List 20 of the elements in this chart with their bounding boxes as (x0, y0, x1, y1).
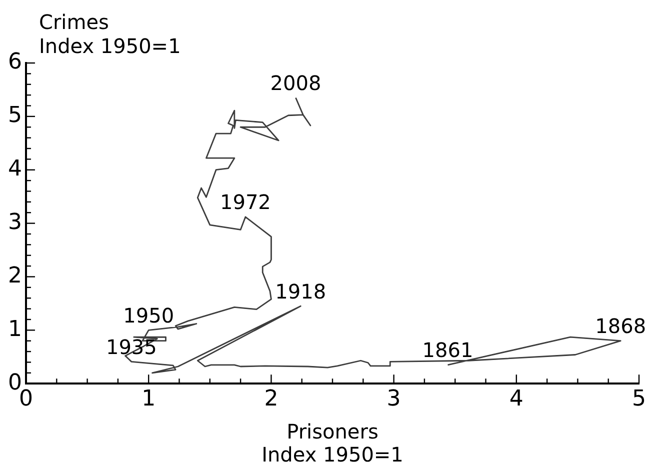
annotation: 1950 (123, 303, 174, 328)
y-tick-label: 5 (8, 103, 22, 128)
annotation: 1861 (422, 338, 474, 362)
y-tick-label: 3 (8, 210, 22, 236)
x-tick-label: 1 (142, 386, 156, 412)
y-tick-label: 4 (8, 156, 22, 182)
y-tick-label: 6 (8, 50, 22, 75)
x-tick-label: 3 (386, 386, 401, 412)
annotation: 1918 (275, 279, 326, 304)
annotation: 2008 (270, 70, 322, 95)
annotation: 1868 (595, 314, 646, 338)
y-tick-label: 0 (8, 370, 22, 396)
y-axis-title: Crimes Index 1950=1 (38, 10, 181, 58)
x-tick-label: 4 (509, 386, 524, 412)
x-axis-title: Prisoners Index 1950=1 (262, 420, 404, 467)
x-tick-label: 5 (632, 386, 646, 412)
annotation: 1972 (220, 190, 271, 214)
y-tick-label: 1 (8, 316, 22, 342)
x-tick-label: 2 (264, 386, 278, 412)
y-tick-label: 2 (8, 263, 22, 288)
